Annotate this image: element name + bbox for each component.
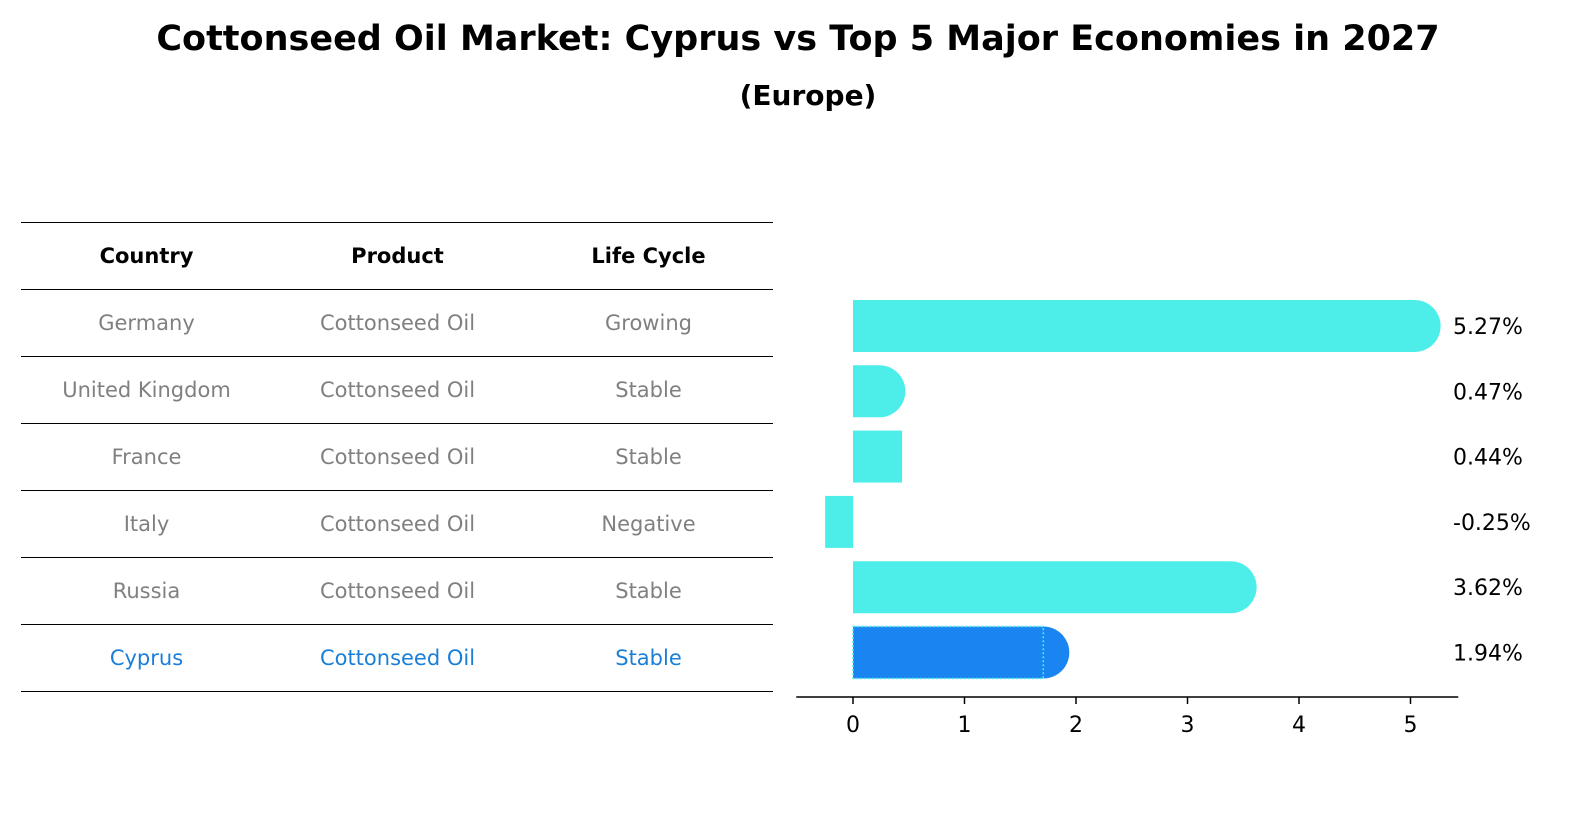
bar-russia [853, 561, 1257, 614]
table-row: Germany Cottonseed Oil Growing [21, 289, 773, 356]
bar-france [853, 430, 903, 483]
bar-germany [853, 300, 1441, 352]
x-tick-label: 3 [1181, 713, 1195, 738]
data-table: Country Product Life Cycle Germany Cotto… [21, 222, 773, 692]
value-label-russia: 3.62% [1453, 576, 1523, 601]
bar-cyprus [853, 626, 1070, 679]
cell-life-cycle: Growing [605, 311, 692, 335]
cell-life-cycle: Stable [615, 646, 682, 670]
x-tick-label: 2 [1069, 713, 1083, 738]
cell-life-cycle: Stable [615, 378, 682, 402]
table-row: Italy Cottonseed Oil Negative [21, 490, 773, 557]
value-label-cyprus: 1.94% [1453, 642, 1523, 667]
x-tick-label: 1 [958, 713, 972, 738]
bar-highlight-outline [852, 625, 1045, 680]
cell-country: Germany [98, 311, 195, 335]
value-label-germany: 5.27% [1453, 315, 1523, 340]
table-row: United Kingdom Cottonseed Oil Stable [21, 356, 773, 423]
chart-subtitle: (Europe) [739, 79, 877, 112]
table-header-row: Country Product Life Cycle [21, 222, 773, 289]
cell-product: Cottonseed Oil [319, 579, 476, 603]
cell-product: Cottonseed Oil [319, 445, 476, 469]
cell-life-cycle: Stable [615, 579, 682, 603]
header-product: Product [351, 244, 444, 268]
header-life-cycle: Life Cycle [591, 244, 706, 268]
table-row: France Cottonseed Oil Stable [21, 423, 773, 490]
bar-italy [825, 495, 853, 548]
cell-product: Cottonseed Oil [319, 378, 476, 402]
value-label-italy: -0.25% [1453, 511, 1531, 536]
x-tick-label: 5 [1404, 713, 1418, 738]
header-country: Country [99, 244, 194, 268]
value-label-france: 0.44% [1453, 446, 1523, 471]
cell-country: Russia [112, 579, 181, 603]
chart-title: Cottonseed Oil Market: Cyprus vs Top 5 M… [156, 19, 1440, 59]
cell-country: United Kingdom [62, 378, 231, 402]
cell-country: France [111, 445, 182, 469]
table-row-highlight: Cyprus Cottonseed Oil Stable [21, 624, 773, 692]
bar-united-kingdom [853, 365, 906, 418]
cell-country: Cyprus [109, 646, 184, 670]
cell-product: Cottonseed Oil [319, 646, 476, 670]
table-row: Russia Cottonseed Oil Stable [21, 557, 773, 624]
value-label-united-kingdom: 0.47% [1453, 380, 1523, 405]
bar-chart: 5.27% 0.47% 0.44% -0.25% 3.62% 1.94% 0 1 2 3 4 5 [796, 300, 1531, 738]
cell-product: Cottonseed Oil [319, 311, 476, 335]
cell-life-cycle: Stable [615, 445, 682, 469]
x-tick-label: 4 [1292, 713, 1306, 738]
cell-country: Italy [123, 512, 170, 536]
cell-product: Cottonseed Oil [319, 512, 476, 536]
cell-life-cycle: Negative [601, 512, 696, 536]
x-tick-label: 0 [846, 713, 860, 738]
